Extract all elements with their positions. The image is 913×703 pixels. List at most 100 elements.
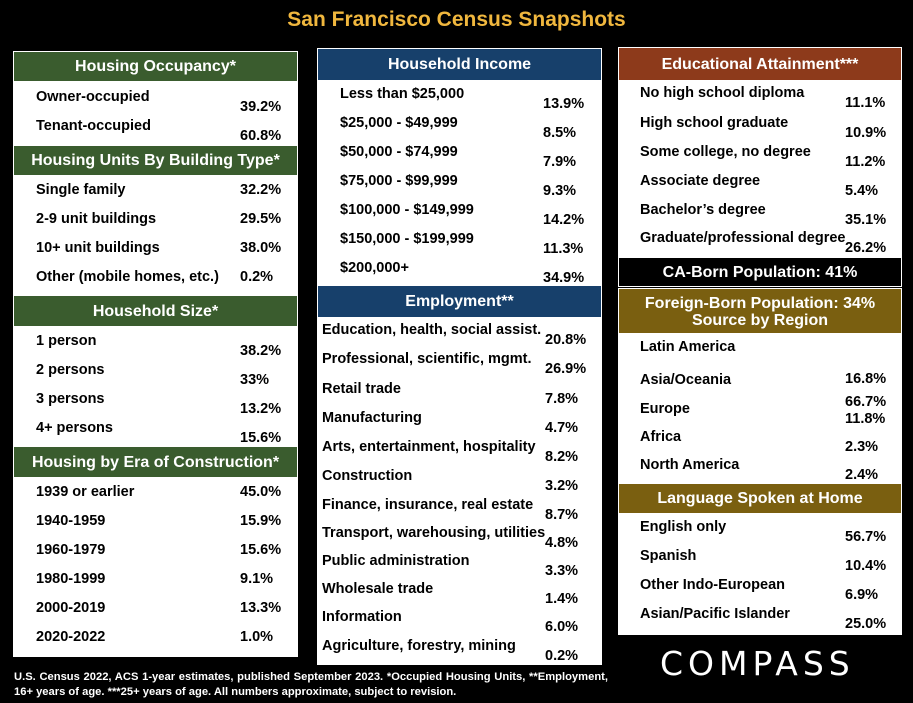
building-type-header: Housing Units By Building Type* xyxy=(13,145,298,176)
row-label: Retail trade xyxy=(322,381,401,397)
foreign-born-header: Foreign-Born Population: 34% Source by R… xyxy=(618,288,902,334)
row-label: Transport, warehousing, utilities xyxy=(322,525,546,541)
row-value: 66.7% xyxy=(845,394,887,410)
right-column-panel-bottom: Foreign-Born Population: 34% Source by R… xyxy=(618,288,902,635)
row-value: 2.4% xyxy=(845,467,879,483)
row-value: 6.9% xyxy=(845,587,879,603)
row-label: Tenant-occupied xyxy=(36,118,151,134)
row-label: 3 persons xyxy=(36,391,105,407)
row-value: 11.2% xyxy=(845,154,886,170)
row-value: 35.1% xyxy=(845,212,887,228)
row-value: 33% xyxy=(240,372,270,388)
left-column-panel: Housing Occupancy* Owner-occupied 39.2% T… xyxy=(13,51,298,657)
row-value: 13.9% xyxy=(543,96,585,112)
row-label: $25,000 - $49,999 xyxy=(340,115,458,131)
row-value: 45.0% xyxy=(240,484,282,500)
row-label: North America xyxy=(640,457,740,473)
row-value: 1.4% xyxy=(545,591,579,607)
row-label: Manufacturing xyxy=(322,410,422,426)
row-label: 10+ unit buildings xyxy=(36,240,160,256)
row-label: Less than $25,000 xyxy=(340,86,465,102)
row-label: Other Indo-European xyxy=(640,577,785,593)
row-value: 11.8% xyxy=(845,411,886,427)
row-value: 3.2% xyxy=(545,478,579,494)
row-value: 25.0% xyxy=(845,616,887,632)
row-label: Arts, entertainment, hospitality xyxy=(322,439,536,455)
row-label: Wholesale trade xyxy=(322,581,434,597)
row-value: 39.2% xyxy=(240,99,282,115)
row-label: $200,000+ xyxy=(340,260,409,276)
row-label: $150,000 - $199,999 xyxy=(340,231,474,247)
row-value: 60.8% xyxy=(240,128,282,144)
row-value: 6.0% xyxy=(545,619,579,635)
row-label: 1940-1959 xyxy=(36,513,106,529)
housing-occupancy-header: Housing Occupancy* xyxy=(13,51,298,82)
row-label: $100,000 - $149,999 xyxy=(340,202,474,218)
row-label: Agriculture, forestry, mining xyxy=(322,638,516,654)
row-value: 0.2% xyxy=(240,269,274,285)
row-value: 13.3% xyxy=(240,600,282,616)
compass-logo: COMPASS xyxy=(660,644,855,683)
row-label: 2020-2022 xyxy=(36,629,106,645)
household-size-header: Household Size* xyxy=(13,295,298,327)
row-label: Europe xyxy=(640,401,690,417)
row-value: 7.8% xyxy=(545,391,579,407)
row-label: $50,000 - $74,999 xyxy=(340,144,458,160)
row-value: 26.9% xyxy=(545,361,587,377)
row-label: High school graduate xyxy=(640,115,789,131)
row-value: 38.2% xyxy=(240,343,282,359)
row-value: 9.1% xyxy=(240,571,274,587)
row-value: 11.1% xyxy=(845,95,886,111)
row-label: Education, health, social assist. xyxy=(322,322,542,338)
row-value: 15.9% xyxy=(240,513,282,529)
row-label: No high school diploma xyxy=(640,85,805,101)
page-title: San Francisco Census Snapshots xyxy=(287,8,626,31)
row-value: 29.5% xyxy=(240,211,282,227)
row-label: Owner-occupied xyxy=(36,89,150,105)
row-label: 4+ persons xyxy=(36,420,113,436)
row-label: 2000-2019 xyxy=(36,600,106,616)
row-label: Construction xyxy=(322,468,413,484)
row-value: 56.7% xyxy=(845,529,887,545)
row-value: 11.3% xyxy=(543,241,584,257)
middle-column-panel: Household Income Less than $25,000 13.9% … xyxy=(317,48,602,665)
row-label: Other (mobile homes, etc.) xyxy=(36,269,219,285)
footer-note: U.S. Census 2022, ACS 1-year estimates, … xyxy=(14,671,608,698)
row-label: Single family xyxy=(36,182,126,198)
household-income-header: Household Income xyxy=(317,48,602,81)
row-label: Africa xyxy=(640,429,682,445)
ca-born-header: CA-Born Population: 41% xyxy=(618,257,902,287)
row-value: 5.4% xyxy=(845,183,879,199)
row-value: 15.6% xyxy=(240,430,282,446)
foreign-born-line1: Foreign-Born Population: 34% xyxy=(644,295,876,312)
row-label: 1 person xyxy=(36,333,97,349)
row-label: $75,000 - $99,999 xyxy=(340,173,458,189)
row-value: 7.9% xyxy=(543,154,577,170)
education-header: Educational Attainment*** xyxy=(618,47,902,81)
language-header: Language Spoken at Home xyxy=(618,483,902,514)
row-label: Asian/Pacific Islander xyxy=(640,606,790,622)
row-label: Some college, no degree xyxy=(640,144,811,160)
row-value: 0.2% xyxy=(545,648,579,664)
row-label: English only xyxy=(640,519,727,535)
right-column-panel-top: Educational Attainment*** No high school… xyxy=(618,47,902,257)
era-construction-header: Housing by Era of Construction* xyxy=(13,446,298,478)
row-value: 20.8% xyxy=(545,332,587,348)
row-value: 10.9% xyxy=(845,125,887,141)
row-label: Finance, insurance, real estate xyxy=(322,497,534,513)
row-label: 2 persons xyxy=(36,362,105,378)
row-value: 38.0% xyxy=(240,240,282,256)
row-label: Public administration xyxy=(322,553,470,569)
foreign-born-line2: Source by Region xyxy=(691,312,829,329)
row-label: Information xyxy=(322,609,402,625)
employment-header: Employment** xyxy=(317,285,602,318)
row-value: 14.2% xyxy=(543,212,585,228)
row-value: 8.5% xyxy=(543,125,577,141)
row-value: 13.2% xyxy=(240,401,282,417)
row-label: Professional, scientific, mgmt. xyxy=(322,351,532,367)
row-value: 15.6% xyxy=(240,542,282,558)
row-value: 3.3% xyxy=(545,563,579,579)
row-label: 2-9 unit buildings xyxy=(36,211,157,227)
row-label: 1939 or earlier xyxy=(36,484,135,500)
row-value: 32.2% xyxy=(240,182,282,198)
